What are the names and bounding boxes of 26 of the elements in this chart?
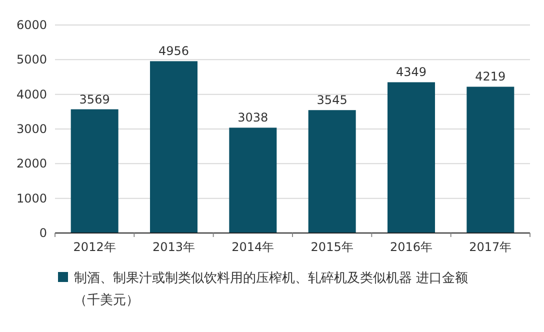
x-tick-label: 2016年: [390, 240, 433, 254]
x-tick-label: 2014年: [232, 240, 274, 254]
x-tick-label: 2013年: [152, 240, 196, 254]
bar: [388, 82, 435, 233]
data-label: 3569: [79, 92, 110, 106]
data-label: 3038: [238, 110, 268, 125]
bar: [70, 109, 118, 233]
y-tick-label: 5000: [16, 52, 47, 67]
x-tick-label: 2012年: [73, 240, 116, 254]
y-tick-label: 2000: [16, 156, 47, 171]
bar: [308, 110, 356, 233]
y-tick-label: 0: [39, 226, 47, 240]
y-tick-label: 3000: [16, 122, 47, 136]
legend-label: 制酒、制果汁或制类似饮料用的压榨机、轧碎机及类似机器 进口金额（千美元）: [74, 271, 468, 308]
data-label: 4956: [158, 44, 190, 58]
data-label: 3545: [316, 93, 348, 108]
y-tick-label: 1000: [16, 191, 47, 206]
data-label: 4349: [396, 65, 427, 80]
y-tick-label: 6000: [16, 18, 47, 32]
y-tick-label: 4000: [16, 87, 47, 102]
x-tick-label: 2015年: [310, 240, 354, 254]
data-label: 4219: [475, 70, 506, 84]
bar: [466, 86, 514, 233]
bar: [229, 128, 277, 233]
bar: [150, 61, 198, 233]
x-tick-label: 2017年: [469, 240, 512, 254]
